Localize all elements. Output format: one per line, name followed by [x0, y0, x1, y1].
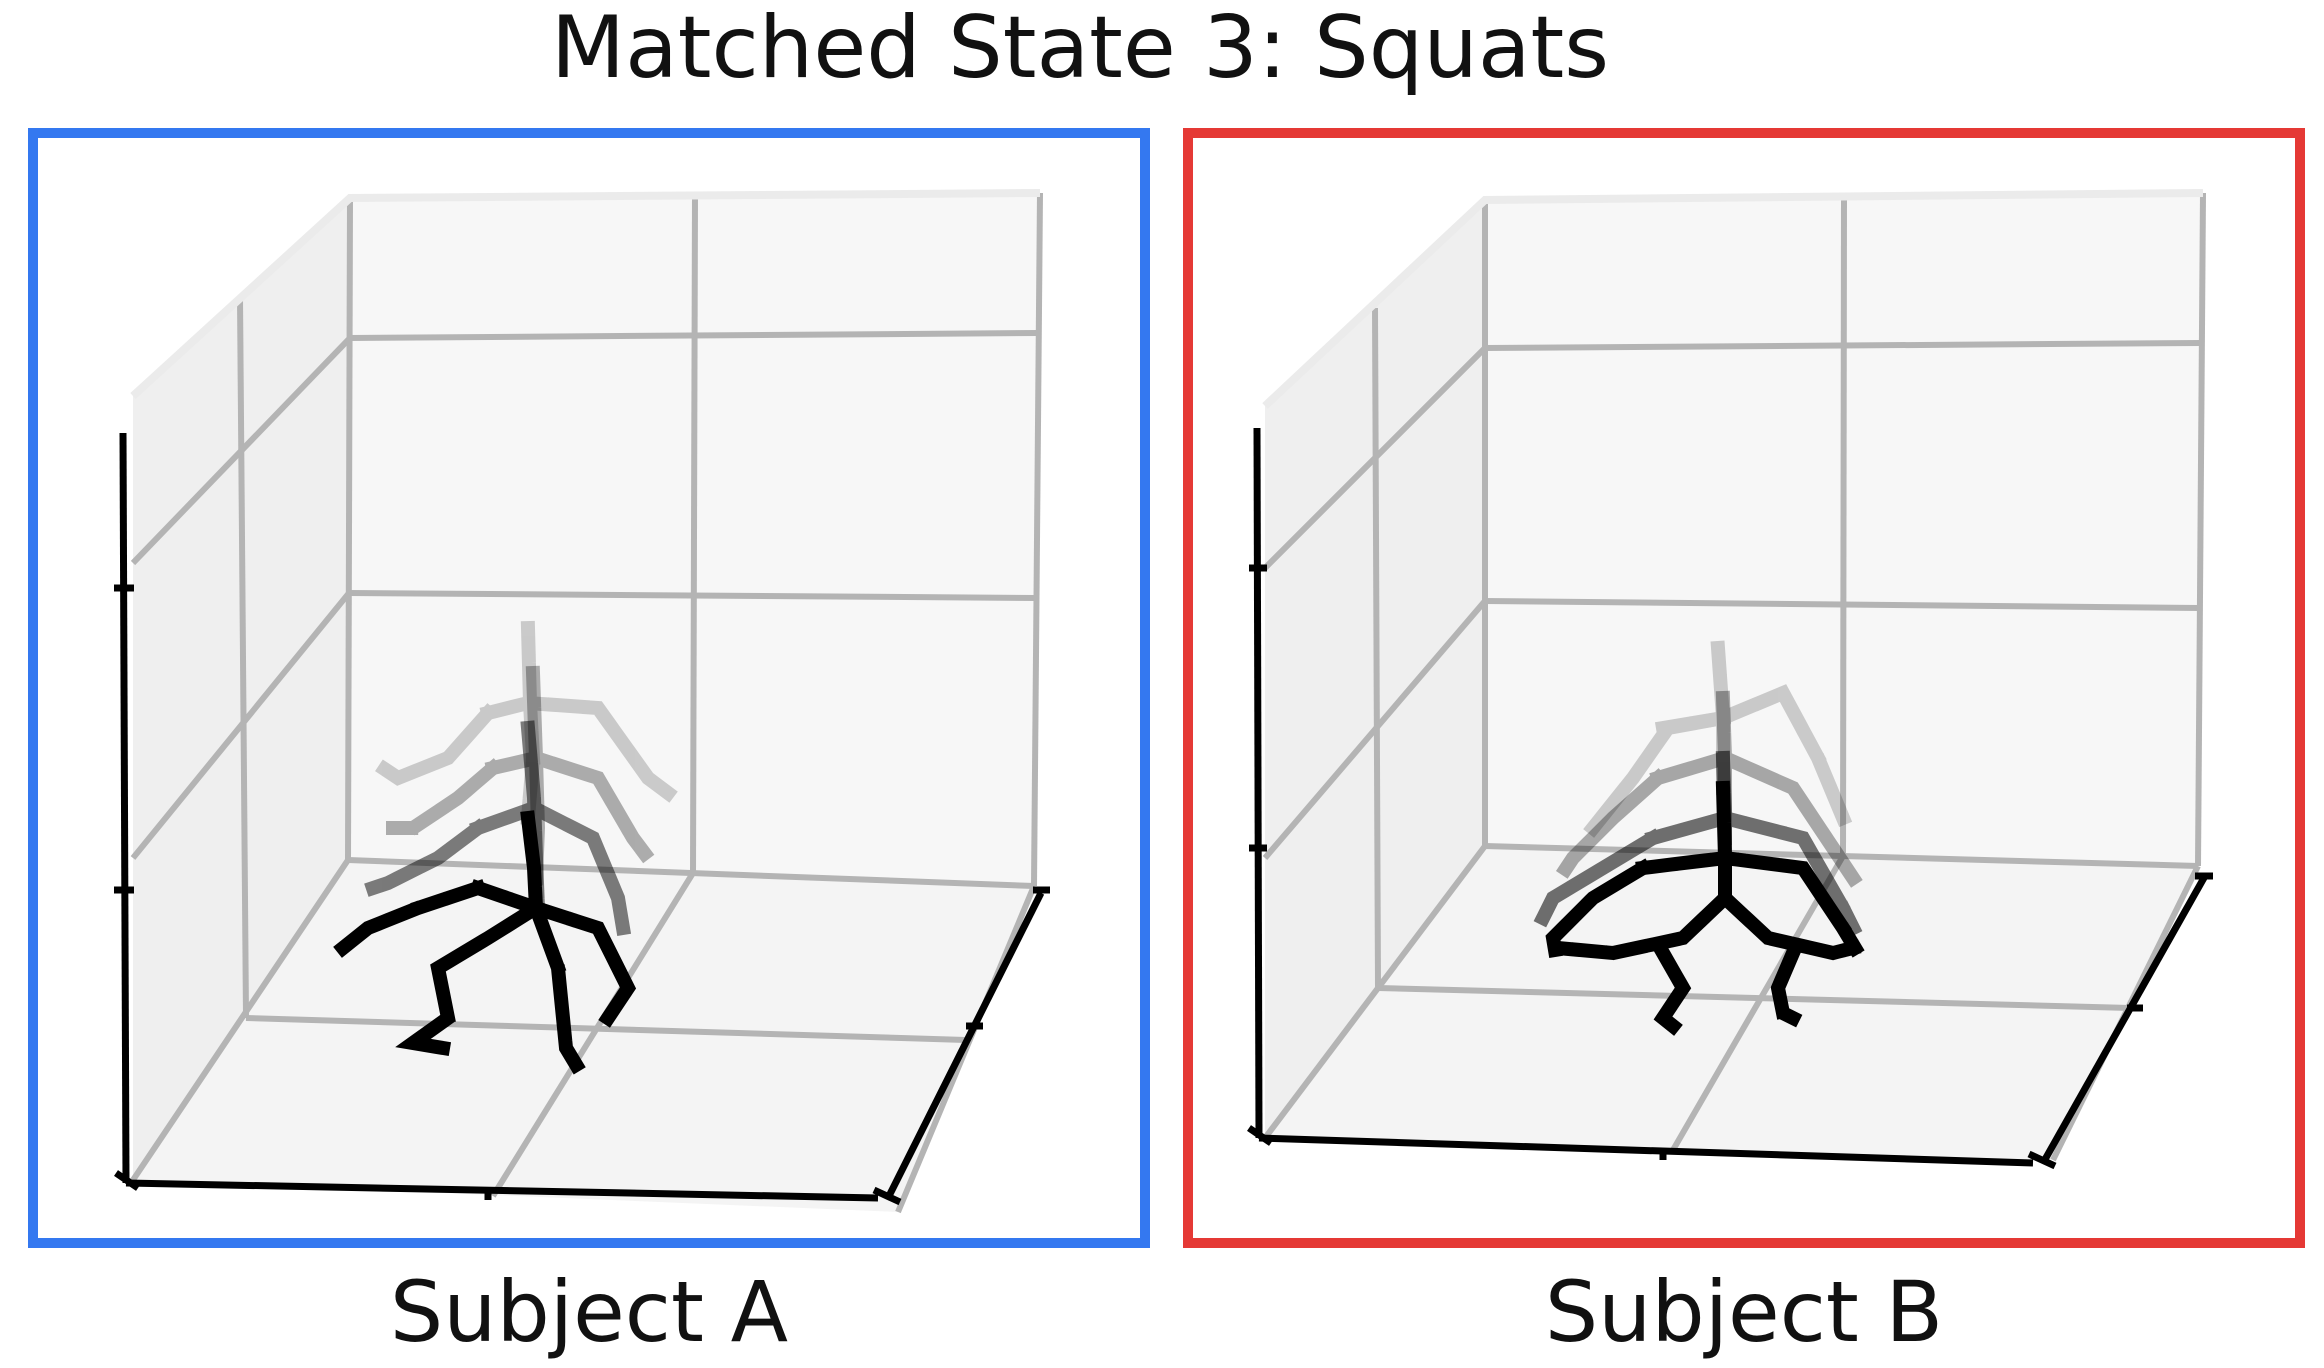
- subject-a-caption: Subject A: [389, 1263, 789, 1361]
- floor-pane: [133, 860, 1034, 1212]
- subject-b-panel: [1183, 128, 2305, 1248]
- figure-title: Matched State 3: Squats: [550, 0, 1610, 98]
- subject-a-3d-plot: [114, 189, 1050, 1214]
- subject-b-3d-plot: [1247, 189, 2213, 1170]
- subject-b-caption: Subject B: [1544, 1263, 1944, 1361]
- floor-pane: [1265, 846, 2198, 1160]
- skeleton-overlay: [1533, 640, 1865, 1036]
- grid-lines: [1262, 192, 2206, 1162]
- subject-a-panel: [28, 128, 1150, 1248]
- skeleton-overlay: [333, 620, 678, 1078]
- axis-lines: [1247, 427, 2213, 1170]
- axis-lines: [114, 432, 1050, 1206]
